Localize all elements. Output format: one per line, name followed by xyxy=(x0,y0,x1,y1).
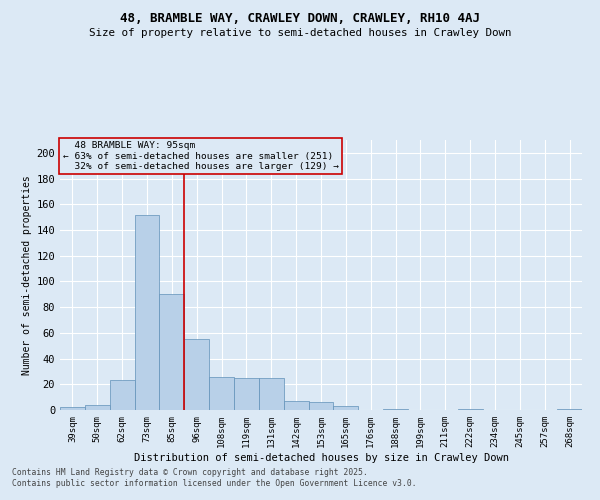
Text: 48 BRAMBLE WAY: 95sqm
← 63% of semi-detached houses are smaller (251)
  32% of s: 48 BRAMBLE WAY: 95sqm ← 63% of semi-deta… xyxy=(62,142,338,171)
Bar xyxy=(110,380,134,410)
Bar xyxy=(458,408,482,410)
Bar xyxy=(557,408,582,410)
Bar xyxy=(259,378,284,410)
Bar xyxy=(334,406,358,410)
Text: 48, BRAMBLE WAY, CRAWLEY DOWN, CRAWLEY, RH10 4AJ: 48, BRAMBLE WAY, CRAWLEY DOWN, CRAWLEY, … xyxy=(120,12,480,26)
Bar xyxy=(184,340,209,410)
X-axis label: Distribution of semi-detached houses by size in Crawley Down: Distribution of semi-detached houses by … xyxy=(133,452,509,462)
Bar xyxy=(234,378,259,410)
Bar xyxy=(160,294,184,410)
Bar xyxy=(60,408,85,410)
Bar xyxy=(383,408,408,410)
Bar xyxy=(209,376,234,410)
Y-axis label: Number of semi-detached properties: Number of semi-detached properties xyxy=(22,175,32,375)
Bar xyxy=(284,401,308,410)
Text: Contains HM Land Registry data © Crown copyright and database right 2025.
Contai: Contains HM Land Registry data © Crown c… xyxy=(12,468,416,487)
Bar xyxy=(134,214,160,410)
Bar xyxy=(308,402,334,410)
Bar xyxy=(85,405,110,410)
Text: Size of property relative to semi-detached houses in Crawley Down: Size of property relative to semi-detach… xyxy=(89,28,511,38)
